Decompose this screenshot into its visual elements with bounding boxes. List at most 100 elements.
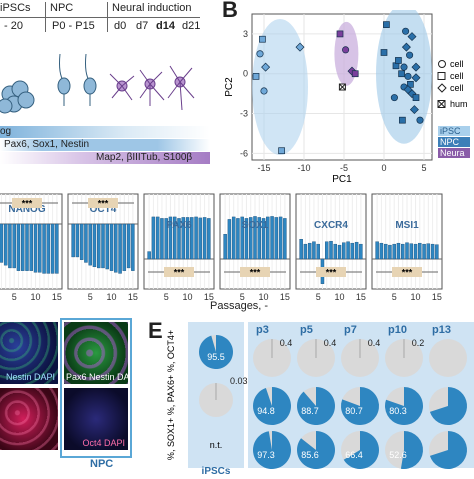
bar-oct4 [79,223,84,260]
bar-nanog [25,223,29,271]
subplot-label: MSI1 [395,220,419,231]
bar-pax6 [164,218,168,260]
bar-subplot-cxcr4: CXCR4 *** 5 10 15 [295,193,367,302]
subplot-label: NANOG [8,204,45,215]
pie-npc [252,431,291,469]
header-divider [45,2,46,32]
pie-value-label: 0.2 [412,338,425,348]
bar-oct4 [105,223,109,270]
point-npc [400,63,408,71]
bar-cxcr4 [303,243,308,260]
point-neural [351,70,359,78]
subplot-label: OCT4 [90,204,117,215]
pie-slice [429,387,468,425]
point-ipsc [295,42,305,52]
bar-nanog [21,223,25,271]
pie-npc [296,431,335,469]
bar-nanog [3,223,8,266]
bar-oct4 [101,223,105,269]
pie-value-label: 97.3 [257,450,275,460]
bar-pax6 [202,217,207,260]
sig-box [392,267,422,277]
pie-column-header: p13 [432,324,451,336]
bar-msi1 [418,242,422,260]
x-tick-label: 10 [107,292,117,302]
x-tick-label: 15 [52,292,62,302]
bar-pax6 [185,217,190,260]
ellipse-ipsc [252,19,308,155]
ipsc-colony-icon [0,80,35,114]
x-tick-label: -15 [257,163,270,173]
bar-cxcr4 [329,240,333,260]
passage-bar-panel: NANOG *** 5 10 15 OCT4 *** 5 10 15 PAX6 *** 5 10 15 SOX… [0,188,474,313]
bar-oct4 [92,223,97,268]
legend-human-cross [437,100,446,108]
bar-pax6 [151,216,156,260]
sig-box [240,267,270,277]
point-npc [416,116,424,124]
panel-letter-e: E [148,318,163,343]
legend-group-swatch [438,126,470,136]
bar-nanog [12,223,16,269]
pie-npc [297,339,335,377]
bar-cxcr4 [307,242,312,260]
pie-npc [341,431,379,469]
bar-oct4 [71,223,75,258]
x-tick-label: 0 [381,163,386,173]
bar-msi1 [401,243,405,260]
point-npc [395,57,402,64]
sig-label: *** [326,268,337,278]
pie-npc [253,339,291,377]
point-npc [401,42,411,52]
x-tick-label: 5 [392,292,397,302]
sig-label: *** [174,268,185,278]
y-tick-label: 0 [243,69,248,79]
bar-subplot-pax6: PAX6 *** 5 10 15 [143,193,215,302]
bar-oct4 [122,223,127,271]
point-npc [411,73,421,83]
y-axis-label: PC2 [224,77,235,97]
point-npc [398,70,405,78]
point-npc [412,94,420,101]
bar-cxcr4 [333,243,338,260]
pie-column-header: p7 [344,324,357,336]
bar-msi1 [426,243,431,260]
npc-footer-label: NPC [90,458,114,470]
bar-msi1 [392,243,396,260]
legend-label: hum [450,99,468,109]
bar-sox1 [253,216,257,260]
bar-pax6 [155,216,160,260]
bar-msi1 [435,244,439,260]
pie-slice [429,431,468,469]
x-tick-label: 5 [421,163,426,173]
bar-msi1 [383,243,388,260]
pca-scatter-chart: -15 -10 -5 0 5 3 0 -3 -6 PC1 PC2 cell cell cell hum iPS… [224,10,470,185]
x-tick-label: 10 [335,292,345,302]
bar-cxcr4 [354,241,359,260]
legend-group-label: NPC [440,137,460,147]
x-tick-label: -10 [297,163,310,173]
point-neural [336,30,344,38]
bar-msi1 [405,242,409,260]
bar-oct4 [109,223,114,271]
bar-sox1 [223,234,227,260]
bar-sox1 [248,217,253,260]
pie-slice [400,431,423,469]
point-neural [342,46,350,54]
passages-axis-label: Passages, - [210,300,269,312]
marker-bar-neural: Map2, βIIITub, S100β [0,152,210,164]
bar-nanog [38,223,42,273]
pie-value-label: 94.8 [257,406,275,416]
point-npc [403,85,413,95]
micrograph-nestin: Nestin DAPI [0,322,58,384]
bar-oct4 [118,223,122,274]
bar-sox1 [244,218,249,260]
point-npc [390,94,398,102]
pie-column-header: p10 [388,324,407,336]
header-neural-induction: Neural induction [112,2,192,14]
x-tick-label: 15 [280,292,290,302]
npc-cell-icon [57,53,97,106]
bar-pax6 [190,217,194,260]
point-ipsc [260,87,268,95]
